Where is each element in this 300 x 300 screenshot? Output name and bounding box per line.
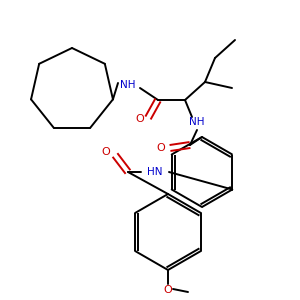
Text: NH: NH xyxy=(189,117,205,127)
Text: O: O xyxy=(102,147,110,157)
Text: O: O xyxy=(157,143,165,153)
Text: O: O xyxy=(164,285,172,295)
Text: O: O xyxy=(136,114,144,124)
Text: NH: NH xyxy=(120,80,136,90)
Text: HN: HN xyxy=(147,167,163,177)
